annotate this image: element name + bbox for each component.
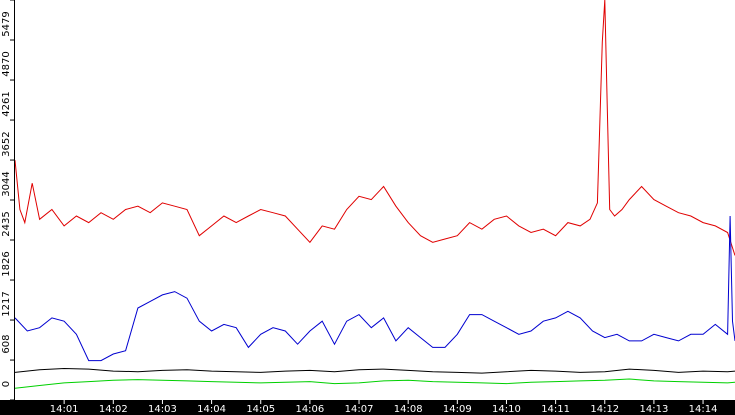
x-tick-label: 14:12: [590, 404, 619, 415]
x-axis-ticks: 14:01 14:02 14:03 14:04 14:05 14:06 14:07 14:08…: [50, 400, 718, 415]
x-tick-label: 14:05: [246, 404, 275, 415]
series-line-3: [14, 378, 735, 389]
y-tick-label: 608: [1, 335, 12, 354]
x-tick-label: 14:01: [50, 404, 79, 415]
x-tick-label: 14:03: [148, 404, 177, 415]
x-tick-label: 14:02: [99, 404, 128, 415]
y-tick-label: 1217: [1, 291, 12, 316]
x-tick-label: 14:04: [197, 404, 226, 415]
series-line-2: [14, 367, 735, 374]
x-tick-label: 14:13: [639, 404, 668, 415]
y-tick-label: 4261: [1, 91, 12, 116]
y-axis-ticks: 0608121718262435304436524261487054796088: [1, 0, 15, 401]
x-tick-label: 14:11: [541, 404, 570, 415]
y-tick-label: 4870: [1, 51, 12, 76]
series-line-1: [14, 215, 735, 362]
y-tick-label: 1826: [1, 251, 12, 276]
x-axis-bar: [0, 400, 735, 415]
series-line-0: [14, 0, 735, 256]
y-tick-label: 3044: [1, 171, 12, 196]
x-tick-label: 14:08: [394, 404, 423, 415]
x-tick-label: 14:06: [295, 404, 324, 415]
series-layer: [14, 0, 735, 389]
x-tick-label: 14:10: [492, 404, 521, 415]
y-tick-label: 3652: [1, 131, 12, 156]
x-tick-label: 14:07: [345, 404, 374, 415]
y-tick-label: 5479: [1, 11, 12, 36]
x-tick-label: 14:09: [443, 404, 472, 415]
y-tick-label: 0: [1, 381, 12, 387]
x-tick-label: 14:14: [689, 404, 718, 415]
y-tick-label: 2435: [1, 211, 12, 236]
